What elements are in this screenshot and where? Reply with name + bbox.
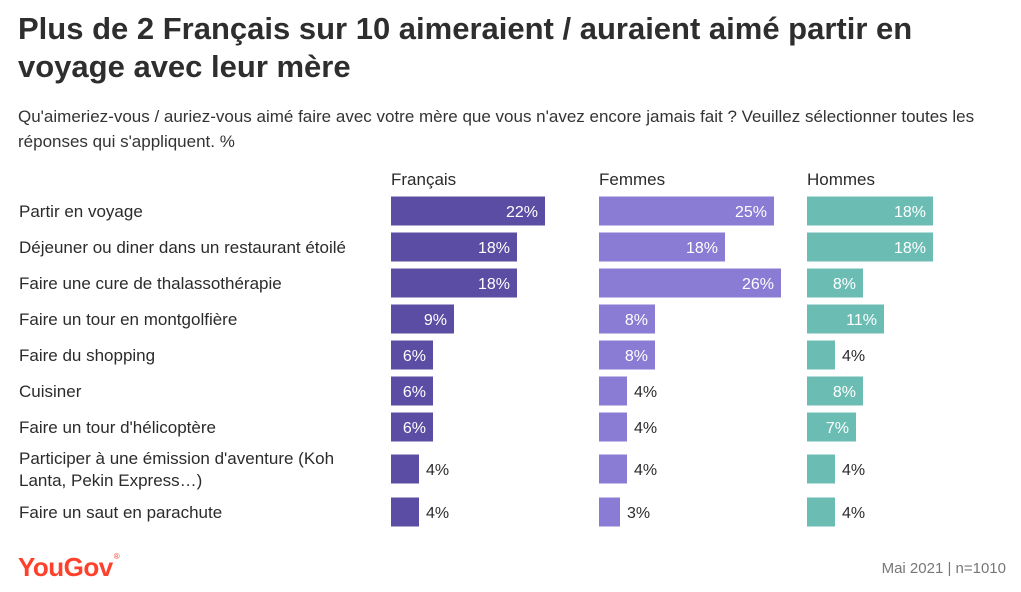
bar [599, 268, 781, 298]
data-label: 6% [403, 384, 426, 401]
category-label: Faire un tour en montgolfière [19, 310, 237, 329]
data-label: 8% [833, 384, 856, 401]
logo-text: YouGov [18, 552, 113, 582]
bar [807, 454, 835, 484]
series-header: Français [391, 170, 456, 189]
data-label: 18% [894, 204, 926, 221]
bar [807, 340, 835, 370]
bar [391, 412, 433, 442]
bar [599, 232, 725, 262]
page-title: Plus de 2 Français sur 10 aimeraient / a… [18, 11, 913, 84]
data-label: 6% [403, 348, 426, 365]
chart-subtitle: Qu'aimeriez-vous / auriez-vous aimé fair… [18, 107, 975, 151]
bar [807, 412, 856, 442]
data-label: 25% [735, 204, 767, 221]
bar [807, 304, 884, 334]
series-header: Hommes [807, 170, 875, 189]
bar [599, 454, 627, 484]
bar [807, 497, 835, 527]
bar [391, 268, 517, 298]
data-label: 9% [424, 312, 447, 329]
bar [391, 497, 419, 527]
bar [599, 376, 627, 406]
series-header: Femmes [599, 170, 665, 189]
data-label: 18% [478, 240, 510, 257]
data-label: 6% [403, 420, 426, 437]
bar [391, 196, 545, 226]
data-label: 4% [842, 505, 865, 522]
data-label: 3% [627, 505, 650, 522]
bar [807, 268, 863, 298]
bar [599, 497, 620, 527]
data-label: 18% [894, 240, 926, 257]
bar [599, 304, 655, 334]
logo-registered-mark: ® [113, 552, 120, 561]
bar [391, 454, 419, 484]
category-label: Faire un tour d'hélicoptère [19, 418, 216, 437]
data-label: 4% [634, 462, 657, 479]
bar [807, 196, 933, 226]
category-label: Lanta, Pekin Express…) [19, 471, 202, 490]
data-label: 8% [625, 312, 648, 329]
category-label: Faire une cure de thalassothérapie [19, 274, 282, 293]
bar [599, 340, 655, 370]
category-label: Cuisiner [19, 382, 82, 401]
bar [599, 196, 774, 226]
category-label: Faire un saut en parachute [19, 503, 222, 522]
data-label: 11% [846, 312, 877, 329]
data-label: 22% [506, 204, 538, 221]
data-label: 4% [634, 384, 657, 401]
data-label: 18% [478, 276, 510, 293]
data-label: 8% [625, 348, 648, 365]
data-label: 4% [426, 462, 449, 479]
data-label: 4% [634, 420, 657, 437]
data-label: 7% [826, 420, 849, 437]
data-label: 4% [842, 462, 865, 479]
category-label: Participer à une émission d'aventure (Ko… [19, 449, 334, 468]
category-label: Déjeuner ou diner dans un restaurant éto… [19, 238, 346, 257]
source-footer: Mai 2021 | n=1010 [881, 560, 1006, 577]
data-label: 8% [833, 276, 856, 293]
bar [599, 412, 627, 442]
yougov-logo: YouGov® [18, 552, 120, 583]
bar [391, 232, 517, 262]
data-label: 26% [742, 276, 774, 293]
bar [391, 340, 433, 370]
bar [807, 376, 863, 406]
data-label: 4% [426, 505, 449, 522]
bar [807, 232, 933, 262]
data-label: 18% [686, 240, 718, 257]
data-label: 4% [842, 348, 865, 365]
category-label: Faire du shopping [19, 346, 155, 365]
category-label: Partir en voyage [19, 202, 143, 221]
bar [391, 304, 454, 334]
bar [391, 376, 433, 406]
